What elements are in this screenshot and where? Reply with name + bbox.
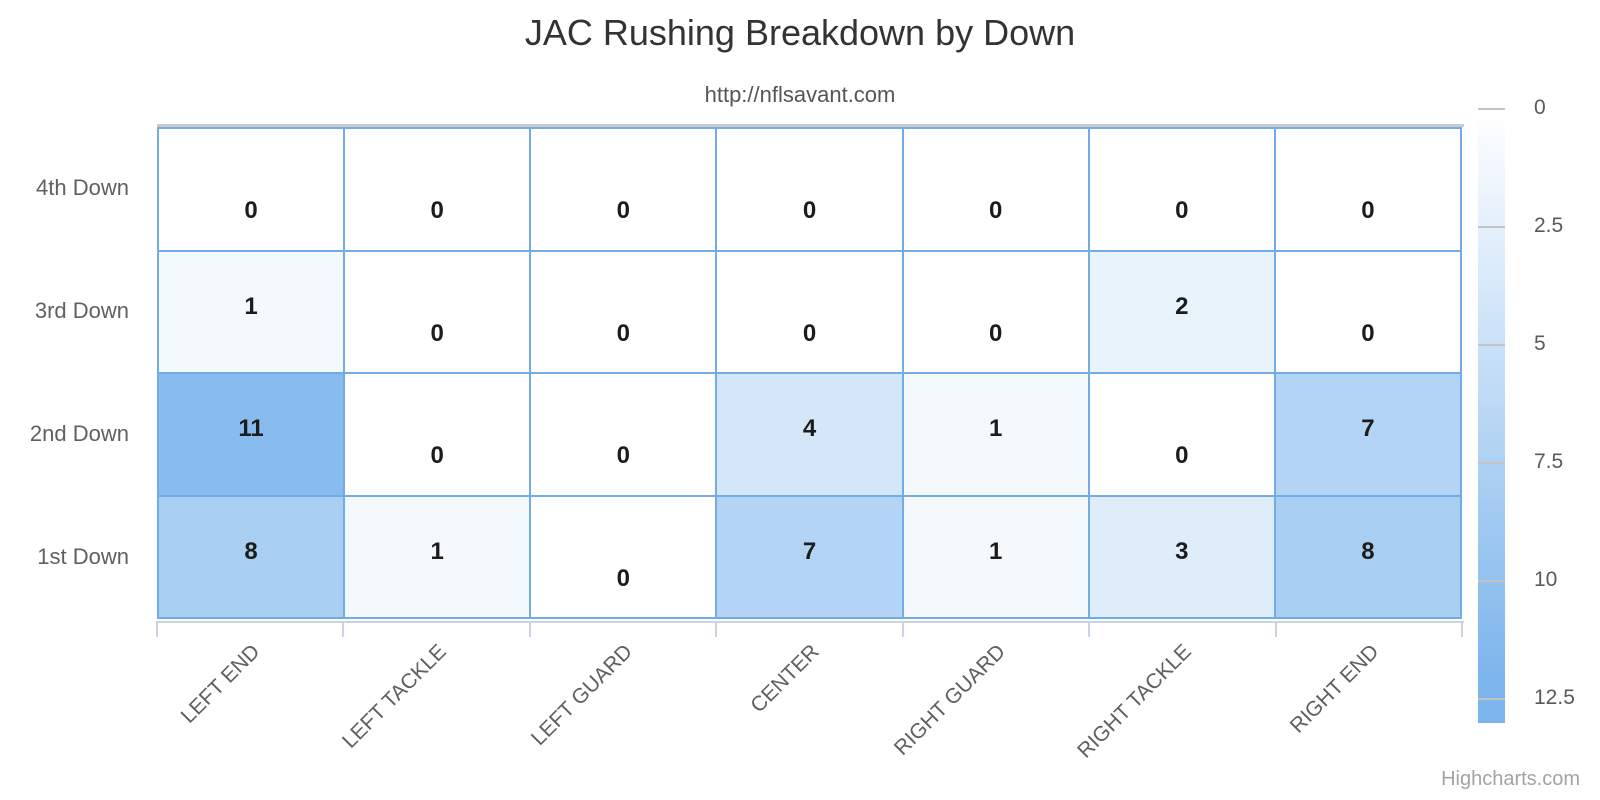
highcharts-credits-link[interactable]: Highcharts.com [1441, 768, 1580, 790]
heatmap-cell[interactable]: 0 [531, 374, 716, 495]
cell-value-label: 7 [1361, 415, 1375, 443]
chart-title: JAC Rushing Breakdown by Down [524, 12, 1076, 53]
heatmap-cell[interactable]: 0 [1089, 129, 1274, 250]
x-axis-tick [1088, 621, 1090, 637]
color-axis-gradient-bar [1478, 92, 1505, 723]
cell-value-label: 0 [988, 197, 1003, 225]
cell-value-label: 1 [988, 537, 1003, 565]
chart-subtitle: http://nflsavant.com [704, 82, 896, 107]
heatmap-cell[interactable]: 0 [345, 129, 530, 250]
x-axis-label-center: CENTER [745, 640, 824, 718]
color-axis-tick-label: 5 [1534, 332, 1546, 355]
heatmap-cell[interactable]: 1 [345, 496, 530, 617]
heatmap-cell[interactable]: 1 [159, 251, 344, 372]
color-axis-tick-label: 12.5 [1534, 686, 1575, 709]
x-axis-label-left-end: LEFT END [176, 640, 265, 728]
y-axis-label: 1st Down [37, 544, 129, 569]
heatmap-cell[interactable]: 0 [531, 496, 716, 617]
heatmap-cell[interactable]: 11 [159, 374, 344, 495]
x-axis-tick [715, 621, 717, 637]
heatmap-cell[interactable]: 7 [1275, 374, 1460, 495]
heatmap-cell[interactable]: 8 [159, 496, 344, 617]
cell-value-label: 1 [430, 537, 444, 565]
color-axis-tick [1478, 108, 1505, 110]
plot-area: 0 0 0 0 0 0 0 1 0 0 0 0 2 0 11 0 0 4 1 0 7 8 1 0 7 1 3 8 [157, 127, 1462, 619]
cell-value-label: 1 [244, 292, 258, 320]
x-axis-tick [1461, 621, 1463, 637]
y-axis-label: 3rd Down [34, 298, 129, 323]
cell-value-label: 0 [244, 197, 258, 225]
color-axis-tick-label: 7.5 [1534, 450, 1564, 473]
cell-value-label: 11 [238, 415, 264, 443]
cell-value-label: 4 [802, 415, 817, 443]
cell-value-label: 0 [802, 197, 817, 225]
cell-value-label: 0 [802, 319, 817, 347]
heatmap-cell[interactable]: 0 [531, 251, 716, 372]
color-axis-tick [1478, 698, 1505, 700]
cell-value-label: 0 [430, 197, 444, 225]
heatmap-cell[interactable]: 0 [531, 129, 716, 250]
heatmap-cell[interactable]: 0 [903, 129, 1088, 250]
heatmap-cell[interactable]: 2 [1089, 251, 1274, 372]
x-axis-tick [342, 621, 344, 637]
cell-value-label: 0 [616, 197, 631, 225]
heatmap-cell[interactable]: 1 [903, 496, 1088, 617]
x-axis-tick [902, 621, 904, 637]
heatmap-cell[interactable]: 0 [345, 374, 530, 495]
cell-value-label: 0 [430, 319, 444, 347]
color-axis-tick [1478, 226, 1505, 228]
cell-value-label: 0 [1361, 197, 1375, 225]
cell-value-label: 7 [802, 537, 817, 565]
x-axis-label-right-end: RIGHT END [1285, 640, 1384, 738]
heatmap-cell[interactable]: 0 [1089, 374, 1274, 495]
heatmap-cell[interactable]: 0 [717, 129, 902, 250]
color-axis-tick-label: 10 [1534, 568, 1558, 591]
x-axis-tick [156, 621, 158, 637]
cell-value-label: 8 [1361, 537, 1375, 565]
x-axis-tick [1275, 621, 1277, 637]
heatmap-cell[interactable]: 4 [717, 374, 902, 495]
cell-value-label: 0 [1361, 319, 1375, 347]
cell-value-label: 0 [988, 319, 1003, 347]
color-axis-tick [1478, 580, 1505, 582]
heatmap-cell[interactable]: 0 [1275, 251, 1460, 372]
color-axis-tick [1478, 344, 1505, 346]
top-grid-line [157, 124, 1464, 127]
x-axis-label-right-tackle: RIGHT TACKLE [1073, 640, 1197, 763]
cell-value-label: 0 [616, 564, 631, 592]
heatmap-cell[interactable]: 0 [717, 251, 902, 372]
cell-value-label: 0 [616, 442, 631, 470]
y-axis-label: 2nd Down [29, 421, 129, 446]
color-axis-tick-label: 0 [1534, 96, 1546, 119]
heatmap-cell[interactable]: 8 [1275, 496, 1460, 617]
cell-value-label: 2 [1175, 292, 1189, 320]
heatmap-cell[interactable]: 0 [159, 129, 344, 250]
x-axis-label-left-tackle: LEFT TACKLE [338, 640, 452, 753]
heatmap-cell[interactable]: 3 [1089, 496, 1274, 617]
x-axis-line [157, 621, 1464, 623]
heatmap-cell[interactable]: 0 [1275, 129, 1460, 250]
heatmap-cell[interactable]: 7 [717, 496, 902, 617]
cell-value-label: 8 [244, 537, 258, 565]
cell-value-label: 3 [1175, 537, 1189, 565]
heatmap-cell[interactable]: 0 [345, 251, 530, 372]
color-axis-tick-label: 2.5 [1534, 214, 1564, 237]
x-axis-tick [529, 621, 531, 637]
cell-value-label: 0 [430, 442, 444, 470]
x-axis-label-right-guard: RIGHT GUARD [890, 640, 1011, 760]
cell-value-label: 0 [1175, 442, 1189, 470]
heatmap-cell[interactable]: 0 [903, 251, 1088, 372]
x-axis-label-left-guard: LEFT GUARD [527, 640, 638, 751]
cell-value-label: 0 [616, 319, 631, 347]
cell-value-label: 1 [988, 415, 1003, 443]
color-axis-tick [1478, 462, 1505, 464]
cell-value-label: 0 [1175, 197, 1189, 225]
heatmap-cell[interactable]: 1 [903, 374, 1088, 495]
y-axis-label: 4th Down [36, 175, 129, 200]
